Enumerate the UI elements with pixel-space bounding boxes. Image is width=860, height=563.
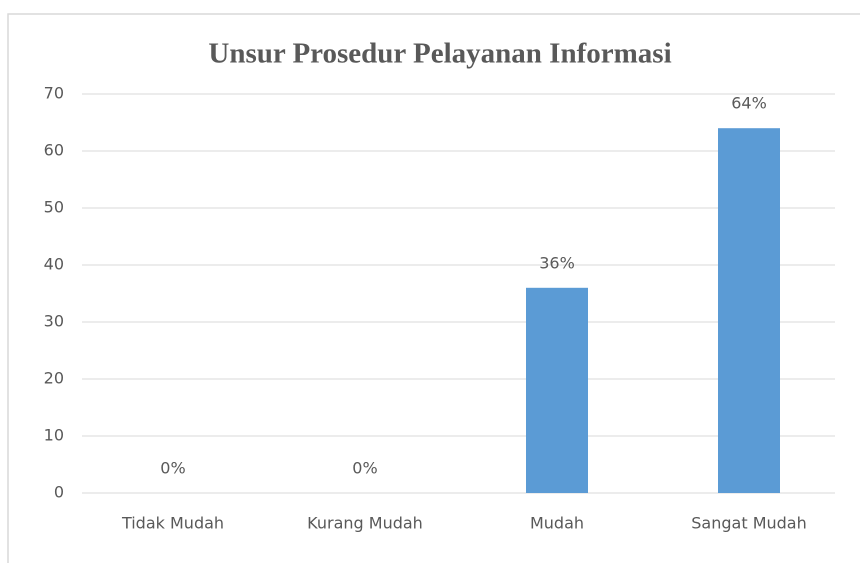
data-label: 0% xyxy=(352,459,377,478)
y-tick-label: 30 xyxy=(44,312,64,331)
chart-title: Unsur Prosedur Pelayanan Informasi xyxy=(208,38,671,70)
data-label: 36% xyxy=(539,253,575,272)
y-tick-label: 10 xyxy=(44,426,64,445)
data-label: 64% xyxy=(731,94,767,113)
y-tick-label: 0 xyxy=(54,483,64,502)
bar xyxy=(526,287,588,493)
data-label: 0% xyxy=(160,459,185,478)
y-tick-label: 60 xyxy=(44,141,64,160)
y-tick-label: 20 xyxy=(44,369,64,388)
x-tick-label: Mudah xyxy=(530,514,584,533)
y-tick-label: 70 xyxy=(44,84,64,103)
y-tick-label: 50 xyxy=(44,198,64,217)
x-tick-label: Tidak Mudah xyxy=(121,514,224,533)
bar xyxy=(718,128,780,493)
x-tick-label: Kurang Mudah xyxy=(307,514,423,533)
y-tick-label: 40 xyxy=(44,255,64,274)
chart-frame xyxy=(7,13,860,563)
x-tick-label: Sangat Mudah xyxy=(691,514,806,533)
